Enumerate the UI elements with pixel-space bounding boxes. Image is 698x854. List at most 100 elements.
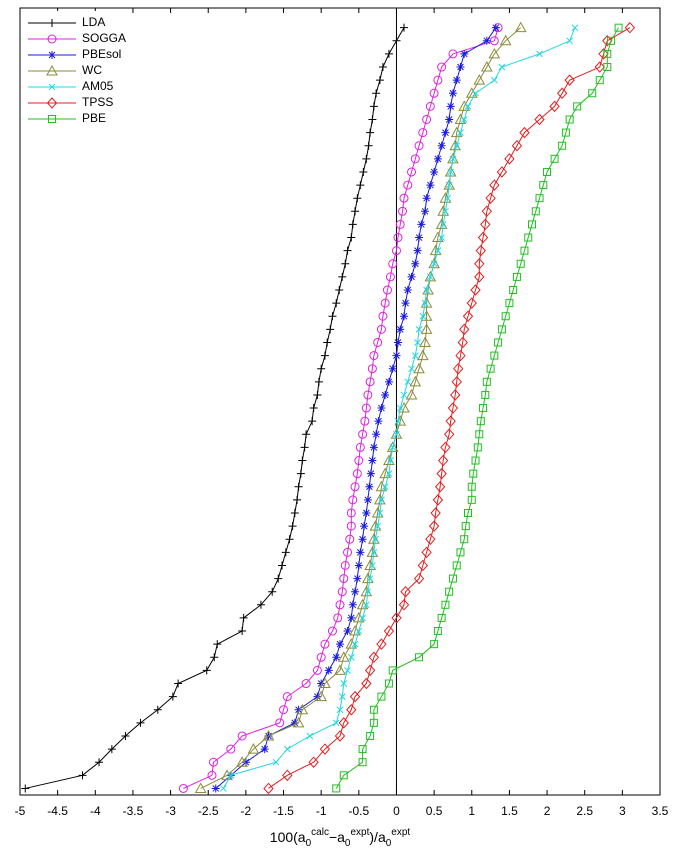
point — [347, 613, 356, 622]
point — [306, 732, 314, 740]
point — [482, 377, 491, 386]
point — [395, 219, 405, 229]
point — [343, 246, 352, 255]
point — [531, 207, 540, 216]
point — [595, 76, 604, 85]
point — [384, 679, 393, 688]
x-tick-label: -1 — [316, 804, 327, 818]
legend-marker — [48, 19, 56, 27]
point — [536, 50, 543, 58]
point — [340, 680, 348, 687]
point — [351, 640, 359, 648]
point — [405, 388, 418, 400]
point — [400, 585, 411, 598]
series — [21, 23, 408, 793]
point — [464, 508, 472, 517]
point — [364, 664, 376, 677]
point — [474, 271, 485, 283]
point — [378, 311, 388, 321]
point — [378, 496, 385, 504]
point — [603, 63, 612, 72]
legend-label: LDA — [82, 15, 105, 29]
point — [504, 153, 515, 165]
point — [420, 323, 433, 334]
point — [434, 481, 446, 493]
x-tick-label: -3.5 — [123, 804, 144, 818]
point — [314, 377, 323, 386]
legend-label: PBEsol — [82, 47, 121, 61]
point — [451, 376, 462, 388]
point — [566, 37, 574, 45]
point — [421, 546, 432, 559]
point — [363, 390, 373, 400]
point — [377, 404, 386, 413]
point — [394, 417, 402, 425]
point — [415, 653, 424, 662]
x-label-part: expt — [350, 827, 369, 838]
point — [419, 312, 427, 320]
point — [433, 75, 443, 85]
point — [392, 36, 401, 45]
point — [385, 470, 393, 477]
point — [429, 88, 439, 98]
point — [498, 63, 506, 71]
legend-label: WC — [82, 63, 102, 77]
point — [281, 548, 290, 557]
point — [594, 61, 605, 73]
point — [377, 692, 386, 701]
point — [343, 627, 352, 636]
x-tick-label: 2 — [544, 804, 551, 818]
x-label-part: )/a — [369, 829, 386, 845]
point — [558, 141, 567, 150]
point — [410, 154, 420, 164]
point — [441, 600, 450, 609]
legend-label: AM05 — [82, 79, 114, 93]
point — [365, 482, 374, 491]
point — [290, 508, 299, 517]
point — [178, 783, 188, 793]
point — [316, 652, 326, 662]
point — [346, 521, 356, 531]
point — [486, 364, 495, 373]
point — [236, 756, 248, 767]
point — [372, 535, 379, 543]
point — [237, 731, 247, 741]
point — [598, 48, 609, 60]
legend-marker — [47, 34, 57, 44]
point — [313, 692, 322, 701]
point — [324, 666, 333, 675]
point — [168, 692, 177, 701]
point — [450, 126, 463, 138]
point — [356, 548, 365, 557]
point — [202, 666, 211, 675]
point — [207, 770, 217, 780]
point — [353, 574, 362, 583]
x-label-part: expt — [391, 827, 410, 838]
x-label-part: calc — [311, 827, 329, 838]
point — [398, 402, 410, 413]
point — [356, 598, 369, 610]
point — [465, 87, 478, 98]
point — [349, 625, 361, 636]
point — [346, 508, 356, 518]
point — [571, 24, 579, 32]
point — [219, 785, 227, 792]
point — [447, 168, 455, 176]
point — [393, 233, 403, 243]
point — [383, 625, 395, 637]
point — [447, 152, 459, 164]
point — [375, 480, 388, 492]
point — [415, 233, 424, 242]
point — [347, 653, 355, 661]
point — [282, 769, 293, 782]
point — [384, 49, 393, 58]
point — [354, 561, 363, 570]
x-tick-label: -2.5 — [198, 804, 219, 818]
point — [238, 627, 247, 636]
point — [564, 74, 575, 86]
point — [401, 299, 410, 308]
point — [556, 87, 568, 100]
point — [351, 587, 360, 596]
point — [362, 508, 371, 517]
point — [369, 718, 378, 727]
